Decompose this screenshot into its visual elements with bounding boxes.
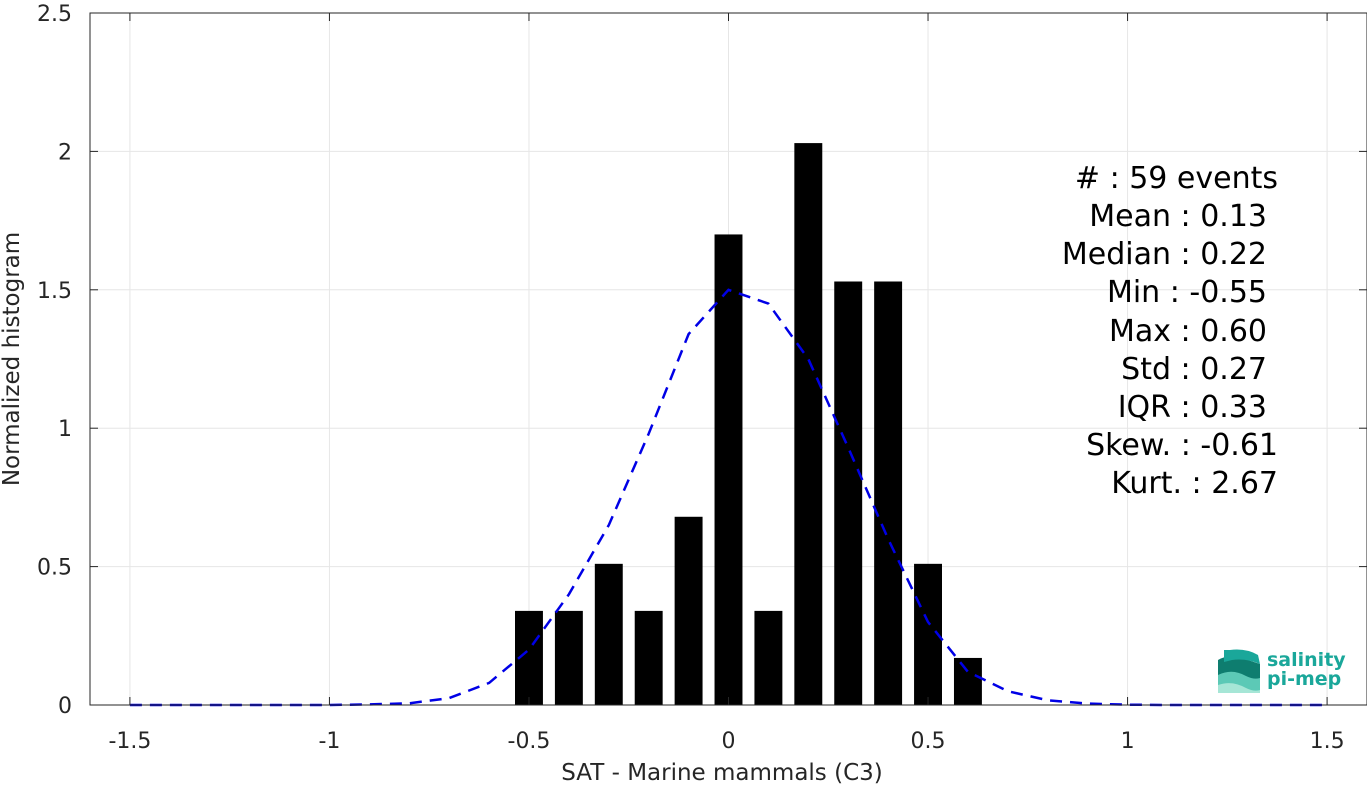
logo-line1: salinity: [1267, 649, 1346, 671]
stat-kurt: Kurt. : 2.67: [1111, 466, 1278, 501]
x-tick-label: 1: [1121, 729, 1135, 754]
stat-events: # : 59 events: [1075, 161, 1278, 196]
stat-skew: Skew. : -0.61: [1086, 428, 1278, 463]
stat-mean: Mean : 0.13: [1089, 199, 1267, 234]
histogram-bar: [754, 610, 783, 705]
stat-median: Median : 0.22: [1062, 237, 1267, 272]
y-tick-label: 2.5: [37, 2, 72, 27]
logo-wave-icon: [1218, 649, 1260, 693]
x-tick-label: 0.5: [911, 729, 946, 754]
logo-line2: pi-mep: [1267, 668, 1341, 690]
salinity-pimep-logo: salinity pi-mep: [1218, 649, 1346, 693]
histogram-bars: [515, 143, 982, 705]
histogram-bar: [874, 281, 903, 705]
x-tick-labels: -1.5 -1 -0.5 0 0.5 1 1.5: [108, 729, 1344, 754]
stat-min: Min : -0.55: [1107, 275, 1267, 310]
stat-max: Max : 0.60: [1109, 314, 1267, 349]
histogram-bar: [834, 281, 863, 705]
fit-curve-line: [129, 288, 1328, 707]
histogram-bar: [594, 563, 623, 705]
x-tick-label: -1.5: [108, 729, 151, 754]
y-tick-labels: 0 0.5 1 1.5 2 2.5: [37, 2, 72, 719]
x-tick-label: -0.5: [508, 729, 551, 754]
histogram-bar: [794, 143, 823, 705]
histogram-bar: [554, 610, 583, 705]
histogram-bar: [674, 516, 703, 705]
y-tick-label: 1.5: [37, 279, 72, 304]
x-tick-label: 1.5: [1310, 729, 1345, 754]
stat-std: Std : 0.27: [1121, 352, 1267, 387]
fit-curve-layer: [129, 288, 1328, 707]
stats-box: # : 59 events Mean : 0.13 Median : 0.22 …: [1062, 161, 1278, 501]
y-tick-label: 0: [58, 694, 72, 719]
stat-iqr: IQR : 0.33: [1118, 390, 1267, 425]
y-axis-label: Normalized histogram: [0, 232, 25, 486]
y-tick-label: 2: [58, 140, 72, 165]
x-tick-label: 0: [722, 729, 736, 754]
axis-ticks: [90, 12, 1367, 706]
y-tick-label: 1: [58, 417, 72, 442]
x-tick-label: -1: [318, 729, 340, 754]
x-axis-label: SAT - Marine mammals (C3): [561, 760, 883, 785]
histogram-bar: [953, 657, 982, 705]
y-tick-label: 0.5: [37, 556, 72, 581]
histogram-bar: [714, 234, 743, 705]
histogram-bar: [634, 610, 663, 705]
